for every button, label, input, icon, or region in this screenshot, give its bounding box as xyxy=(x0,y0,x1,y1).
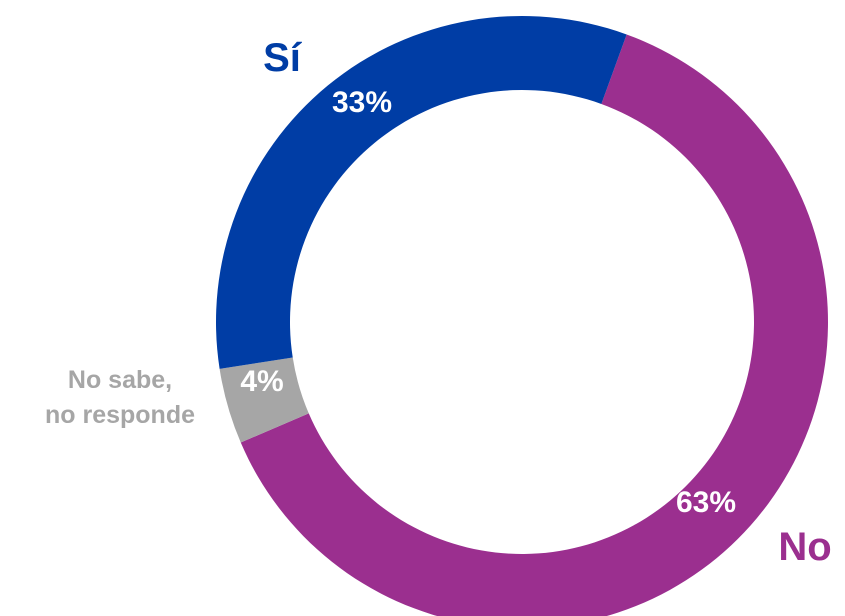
slice-si xyxy=(216,15,627,369)
slice-category-label-nsnr-line1: No sabe, xyxy=(68,366,172,394)
slice-no-sabe xyxy=(219,357,309,443)
slice-category-label-nsnr-line2: no responde xyxy=(45,401,195,429)
slice-category-label-si: Sí xyxy=(263,36,303,80)
slice-value-label-no: 63% xyxy=(676,486,736,519)
slice-value-label-si: 33% xyxy=(332,86,392,119)
slice-value-label-nsnr: 4% xyxy=(240,365,283,398)
slice-category-label-no: No xyxy=(778,525,831,569)
donut-slices xyxy=(216,15,828,616)
